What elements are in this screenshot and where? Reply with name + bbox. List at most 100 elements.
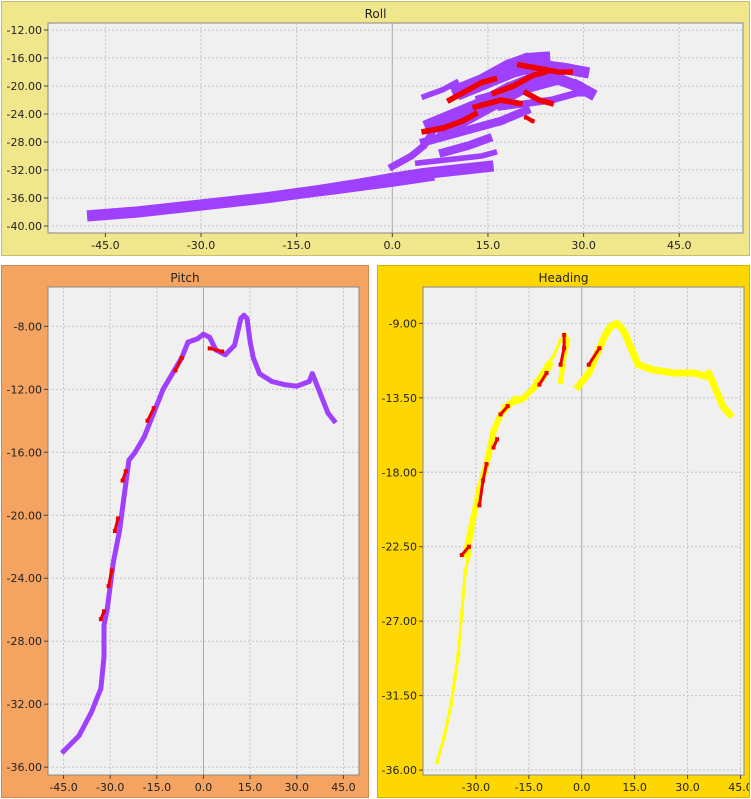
roll-series-14: [445, 75, 498, 104]
roll-x-tick-label: 30.0: [571, 239, 596, 252]
roll-data-point: [530, 84, 535, 88]
pitch-data-point: [106, 584, 111, 589]
pitch-data-point: [98, 617, 103, 622]
roll-data-point: [524, 115, 529, 120]
roll-data-point: [428, 175, 433, 179]
roll-data-point: [454, 80, 459, 85]
roll-y-tick-label: -32.00: [7, 164, 42, 177]
heading-data-point: [466, 536, 471, 541]
roll-data-point: [524, 101, 529, 106]
roll-y-tick-label: -24.00: [7, 108, 42, 121]
roll-data-point: [390, 164, 395, 169]
pitch-series-6: [207, 346, 225, 354]
heading-data-point: [650, 367, 655, 372]
roll-data-point: [473, 105, 478, 109]
roll-plot-area: [47, 22, 744, 234]
heading-data-point: [477, 503, 482, 508]
heading-series-9: [586, 346, 602, 367]
pitch-data-point: [173, 368, 178, 373]
roll-x-tick-label: 0.0: [384, 239, 402, 252]
heading-data-point: [456, 652, 461, 657]
roll-data-point: [492, 150, 497, 155]
heading-data-point: [562, 354, 567, 359]
roll-data-point: [409, 154, 414, 158]
pitch-data-point: [310, 371, 315, 376]
heading-data-point: [636, 362, 641, 367]
roll-data-point: [530, 119, 535, 123]
roll-data-point: [556, 70, 561, 74]
pitch-data-point: [207, 335, 212, 340]
roll-data-point: [447, 157, 452, 162]
roll-data-point: [486, 164, 490, 169]
heading-data-point: [481, 478, 485, 483]
heading-x-tick-label: -30.0: [462, 781, 490, 794]
heading-data-point: [608, 324, 612, 329]
pitch-x-tick-label: 0.0: [195, 781, 213, 794]
pitch-data-point: [109, 568, 114, 573]
heading-data-point: [491, 428, 496, 433]
roll-data-point: [530, 73, 535, 78]
heading-data-point: [629, 346, 634, 351]
heading-y-tick-label: -36.00: [382, 764, 417, 777]
roll-data-point: [479, 77, 484, 81]
heading-data-point: [505, 404, 510, 409]
pitch-data-point: [151, 406, 156, 411]
heading-x-tick-label: 15.0: [622, 781, 647, 794]
roll-data-point: [492, 77, 497, 81]
roll-data-point: [422, 171, 427, 176]
pitch-data-point: [161, 387, 166, 392]
heading-data-point: [597, 346, 602, 351]
roll-data-point: [575, 84, 580, 88]
heading-data-point: [442, 735, 447, 739]
pitch-chart: -45.0 -30.0 -15.0 0.0 15.0 30.0 45.0 -8.00 -12.0…: [7, 286, 360, 794]
roll-data-point: [466, 87, 471, 92]
pitch-data-point: [116, 516, 120, 521]
heading-data-point: [484, 462, 489, 466]
heading-data-point: [463, 569, 468, 574]
roll-data-point: [230, 200, 235, 205]
heading-data-point: [727, 412, 732, 417]
pitch-data-point: [126, 458, 131, 463]
heading-data-point: [544, 362, 549, 367]
heading-x-tick-label: -15.0: [515, 781, 543, 794]
heading-data-point: [459, 610, 464, 615]
heading-data-point: [544, 371, 549, 375]
roll-data-point: [415, 161, 420, 165]
pitch-data-point: [195, 336, 200, 341]
pitch-data-point: [102, 609, 106, 614]
heading-data-point: [477, 486, 482, 491]
roll-data-point: [479, 98, 484, 102]
pitch-x-tick-label: -15.0: [143, 781, 171, 794]
pitch-data-point: [238, 316, 243, 321]
roll-data-point: [447, 133, 452, 137]
pitch-data-point: [61, 749, 66, 754]
roll-data-point: [479, 154, 484, 158]
heading-data-point: [498, 412, 503, 417]
roll-data-point: [524, 56, 529, 60]
roll-data-point: [447, 98, 452, 102]
pitch-y-tick-label: -20.00: [7, 509, 42, 522]
roll-x-tick-label: 15.0: [476, 239, 501, 252]
pitch-data-point: [114, 544, 119, 549]
roll-chart: -45.0 -30.0 -15.0 0.0 15.0 30.0 45.0 -12.00 -16.…: [7, 22, 744, 252]
roll-data-point: [441, 87, 446, 92]
pitch-data-point: [170, 371, 175, 376]
roll-data-point: [422, 140, 427, 144]
heading-data-point: [473, 503, 478, 508]
pitch-data-point: [325, 410, 330, 415]
heading-data-point: [713, 387, 718, 392]
roll-y-tick-label: -12.00: [7, 24, 42, 37]
roll-x-tick-label: -15.0: [282, 239, 310, 252]
roll-data-point: [460, 119, 465, 123]
pitch-x-tick-label: -30.0: [96, 781, 124, 794]
roll-data-point: [498, 119, 503, 123]
heading-data-point: [565, 337, 570, 342]
pitch-data-point: [307, 379, 312, 384]
pitch-series-2: [106, 568, 114, 588]
roll-data-point: [517, 101, 522, 106]
roll-data-point: [549, 101, 554, 106]
pitch-y-tick-label: -8.00: [14, 320, 42, 333]
roll-data-point: [486, 136, 490, 141]
heading-data-point: [459, 553, 464, 557]
heading-data-point: [706, 371, 711, 375]
